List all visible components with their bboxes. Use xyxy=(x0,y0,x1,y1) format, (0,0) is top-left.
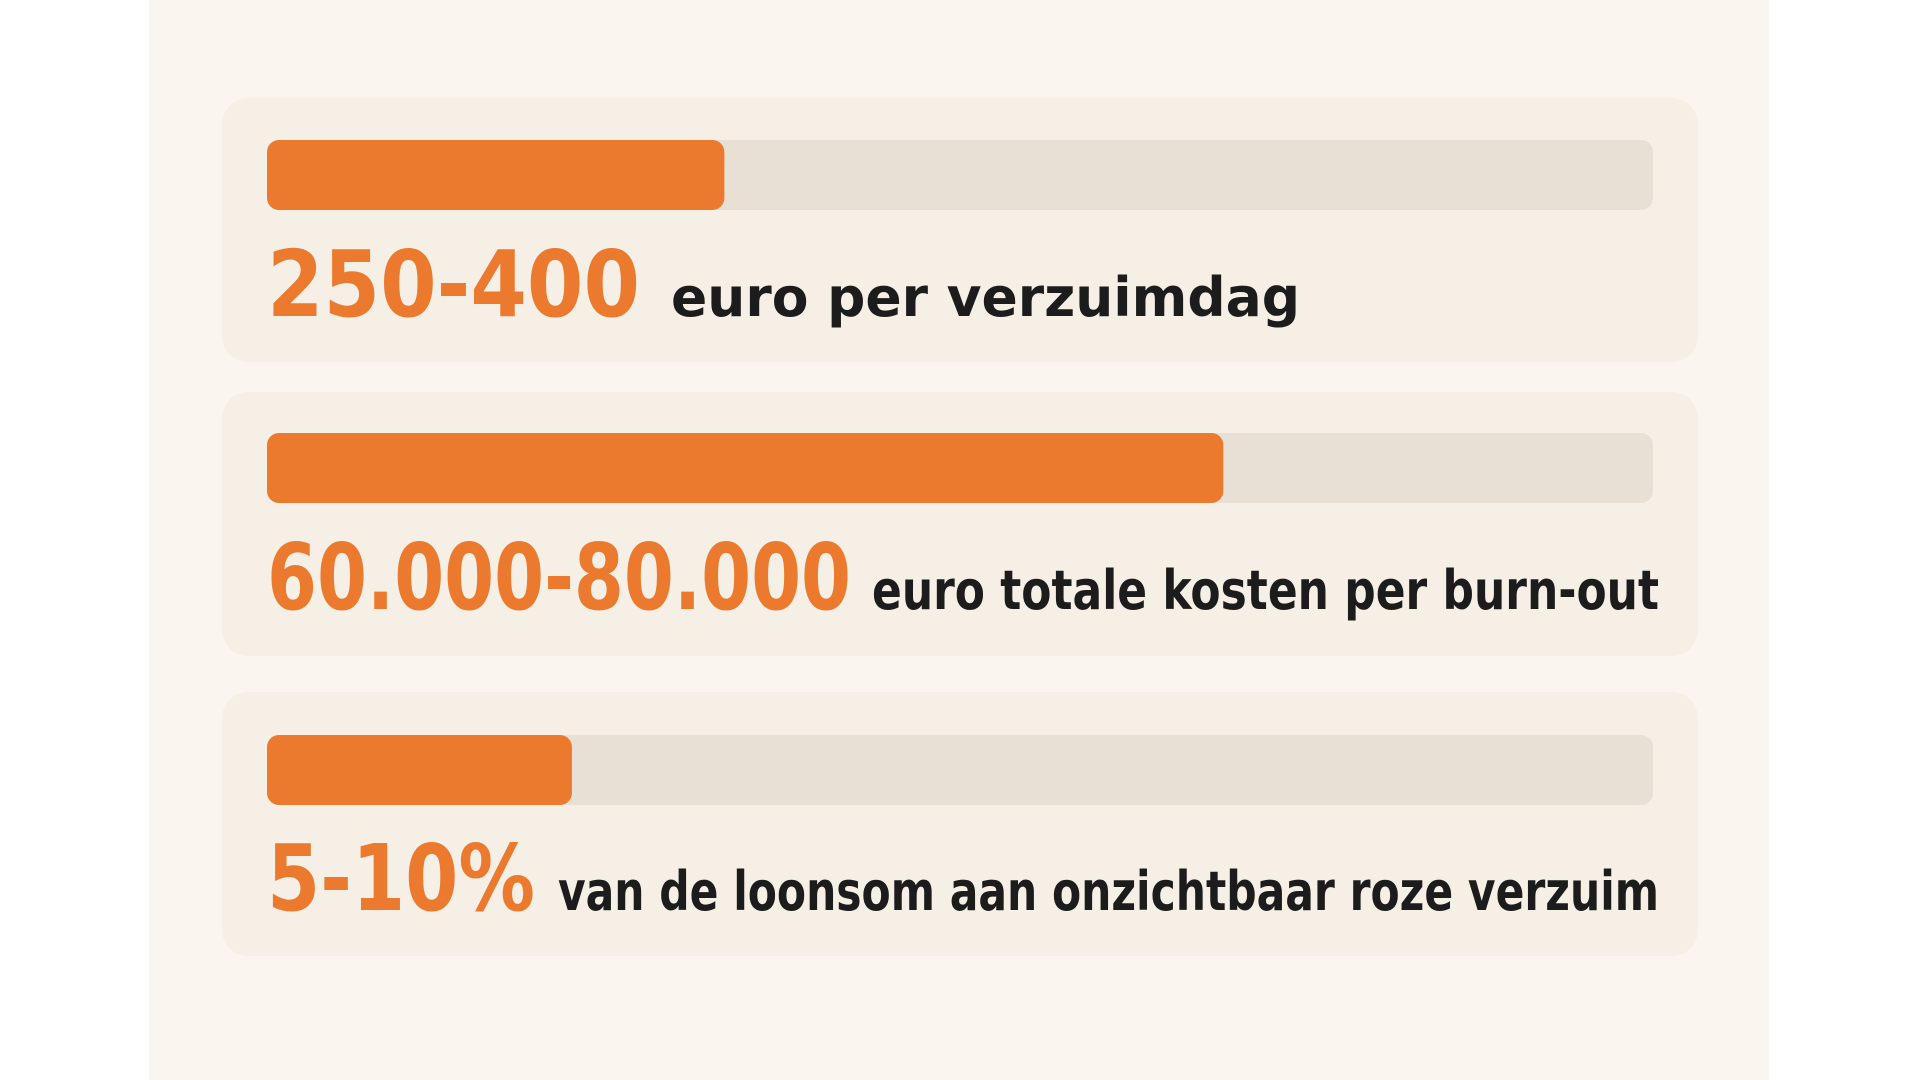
bar-fill xyxy=(267,735,572,805)
description: van de loonsom aan onzichtbaar roze verz… xyxy=(558,860,1659,923)
bar-track xyxy=(267,735,1653,805)
bar-fill xyxy=(267,140,725,210)
description: euro totale kosten per burn-out xyxy=(872,559,1659,622)
figure: 5-10% xyxy=(267,825,535,932)
description: euro per verzuimdag xyxy=(671,266,1300,329)
figure: 250-400 xyxy=(267,231,640,338)
bar-fill xyxy=(267,433,1224,503)
figure: 60.000-80.000 xyxy=(267,524,851,631)
